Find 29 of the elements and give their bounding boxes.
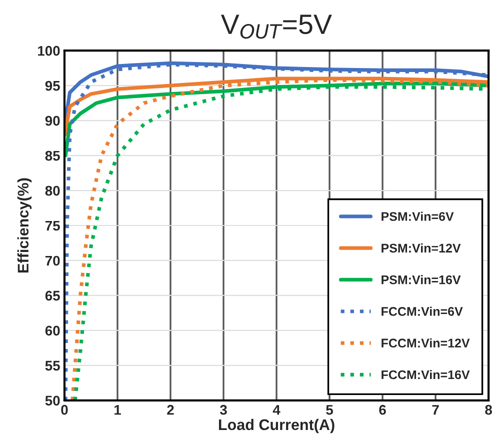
legend-label: FCCM:Vin=6V [382,306,463,316]
x-axis-title: Load Current(A) [218,418,334,434]
legend-label: FCCM:Vin=12V [382,338,470,348]
y-tick-label: 80 [45,186,60,196]
x-tick-label: 2 [167,404,174,415]
y-tick-label: 100 [38,46,60,56]
y-tick-label: 60 [45,326,60,336]
x-tick-label: 4 [272,405,280,415]
y-axis-title: Efficiency(%) [17,178,32,272]
x-tick-label: 1 [114,405,121,415]
x-tick-label: 3 [220,404,227,415]
y-tick-label: 70 [45,256,60,266]
legend-label: PSM:Vin=6V [382,212,454,221]
y-tick-label: 50 [45,396,60,406]
y-tick-label: 90 [45,116,60,126]
y-tick-label: 95 [45,80,60,91]
y-tick-label: 65 [45,290,60,301]
y-tick-label: 55 [45,360,60,371]
legend-label: PSM:Vin=12V [382,243,461,253]
x-tick-label: 0 [61,404,68,415]
x-tick-label: 8 [485,404,492,415]
legend-label: PSM:Vin=16V [382,275,461,284]
x-tick-label: 5 [326,405,334,415]
y-tick-label: 75 [45,220,60,231]
legend-label: FCCM:Vin=16V [382,370,470,380]
y-tick-label: 85 [45,150,60,161]
x-tick-label: 7 [432,405,439,415]
x-tick-label: 6 [379,404,386,415]
chart-title: V$_{OUT}$=5V [220,14,332,39]
